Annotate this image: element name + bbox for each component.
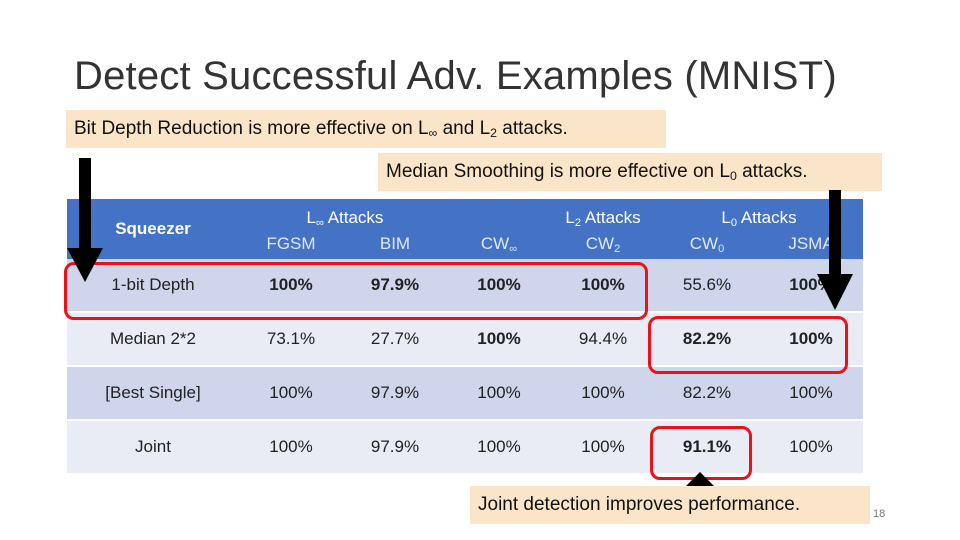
table-cell: 97.9%: [343, 421, 447, 475]
col-cw2: CW2: [551, 229, 655, 259]
col-bim: BIM: [343, 229, 447, 259]
results-table: Squeezer L∞ Attacks L2 Attacks L0 Attack…: [67, 199, 863, 475]
table-cell: 97.9%: [343, 259, 447, 313]
table-cell: 100%: [759, 421, 863, 475]
linf-attacks-header: L∞ Attacks: [239, 199, 551, 229]
joint-detection-callout: Joint detection improves performance.: [470, 486, 870, 524]
table-cell: 100%: [447, 367, 551, 421]
table-cell: 27.7%: [343, 313, 447, 367]
table-cell: 100%: [551, 367, 655, 421]
table-cell: 82.2%: [655, 313, 759, 367]
bit-depth-row-highlight: [64, 262, 648, 320]
table-cell: 100%: [239, 259, 343, 313]
l0-attacks-header: L0 Attacks: [655, 199, 863, 229]
table-cell: 100%: [447, 421, 551, 475]
table-row: Joint 100% 97.9% 100% 100% 91.1% 100%: [67, 421, 863, 475]
table-cell: 100%: [239, 367, 343, 421]
table-cell: 82.2%: [655, 367, 759, 421]
table-cell: 100%: [447, 313, 551, 367]
squeezer-header: Squeezer: [67, 199, 239, 259]
slide-title: Detect Successful Adv. Examples (MNIST): [74, 54, 837, 98]
table-cell: 100%: [759, 367, 863, 421]
table-cell: 94.4%: [551, 313, 655, 367]
bit-depth-callout: Bit Depth Reduction is more effective on…: [66, 110, 666, 148]
row-label: Joint: [67, 421, 239, 475]
table-row: Median 2*2 73.1% 27.7% 100% 94.4% 82.2% …: [67, 313, 863, 367]
table-cell: 55.6%: [655, 259, 759, 313]
table-cell: 100%: [551, 259, 655, 313]
table-row: [Best Single] 100% 97.9% 100% 100% 82.2%…: [67, 367, 863, 421]
l2-attacks-header: L2 Attacks: [551, 199, 655, 229]
table-cell: 91.1%: [655, 421, 759, 475]
median-smoothing-callout: Median Smoothing is more effective on L0…: [378, 153, 882, 191]
col-jsma: JSMA: [759, 229, 863, 259]
page-number: 18: [873, 508, 886, 520]
table-cell: 73.1%: [239, 313, 343, 367]
left-arrow-icon: [67, 158, 103, 282]
table-cell: 97.9%: [343, 367, 447, 421]
row-label: Median 2*2: [67, 313, 239, 367]
table-cell: 100%: [239, 421, 343, 475]
col-fgsm: FGSM: [239, 229, 343, 259]
right-arrow-icon: [817, 190, 853, 310]
col-cw0: CW0: [655, 229, 759, 259]
table-cell: 100%: [551, 421, 655, 475]
row-label: [Best Single]: [67, 367, 239, 421]
col-cw-inf: CW∞: [447, 229, 551, 259]
row-label: 1-bit Depth: [67, 259, 239, 313]
table-cell: 100%: [447, 259, 551, 313]
median-l0-highlight: [648, 316, 848, 374]
